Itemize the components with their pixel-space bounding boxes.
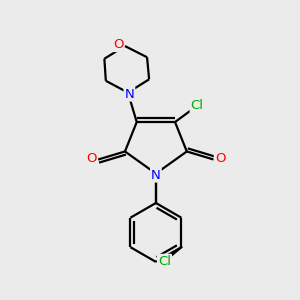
Text: O: O bbox=[86, 152, 97, 164]
Text: Cl: Cl bbox=[158, 255, 171, 268]
Text: N: N bbox=[151, 169, 161, 182]
Text: N: N bbox=[124, 88, 134, 100]
Text: O: O bbox=[215, 152, 225, 164]
Text: O: O bbox=[113, 38, 124, 51]
Text: Cl: Cl bbox=[190, 99, 204, 112]
